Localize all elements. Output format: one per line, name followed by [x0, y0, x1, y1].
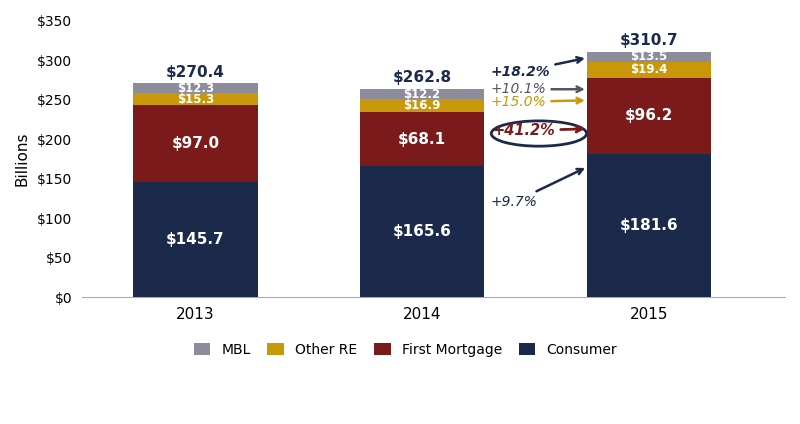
Text: +10.1%: +10.1% [490, 82, 582, 96]
Text: $19.4: $19.4 [630, 64, 668, 76]
Text: $13.5: $13.5 [630, 50, 667, 64]
Bar [360, 166, 485, 297]
Text: $15.3: $15.3 [177, 93, 214, 106]
Text: $270.4: $270.4 [166, 64, 225, 80]
Bar [360, 99, 485, 112]
Text: $96.2: $96.2 [625, 108, 673, 123]
Bar [586, 78, 711, 153]
Text: $310.7: $310.7 [620, 33, 678, 47]
Bar [133, 182, 258, 297]
Text: $97.0: $97.0 [171, 136, 219, 151]
Text: $165.6: $165.6 [393, 224, 451, 239]
Text: +15.0%: +15.0% [490, 95, 582, 109]
Text: $12.2: $12.2 [403, 88, 441, 101]
Text: +41.2%: +41.2% [493, 123, 582, 138]
Text: $16.9: $16.9 [403, 99, 441, 112]
Legend: MBL, Other RE, First Mortgage, Consumer: MBL, Other RE, First Mortgage, Consumer [188, 337, 622, 362]
Text: +9.7%: +9.7% [490, 169, 582, 209]
Text: $262.8: $262.8 [393, 70, 452, 86]
Bar [586, 153, 711, 297]
Text: $145.7: $145.7 [166, 232, 225, 247]
Bar [586, 52, 711, 62]
Bar [133, 93, 258, 105]
Bar [586, 62, 711, 78]
Text: $181.6: $181.6 [620, 218, 678, 233]
Y-axis label: Billions: Billions [15, 131, 30, 186]
Bar [360, 112, 485, 166]
Bar [133, 105, 258, 182]
Text: $12.3: $12.3 [177, 82, 214, 95]
Text: +18.2%: +18.2% [490, 57, 582, 79]
Text: $68.1: $68.1 [398, 132, 446, 147]
Bar [360, 89, 485, 99]
Bar [133, 84, 258, 93]
